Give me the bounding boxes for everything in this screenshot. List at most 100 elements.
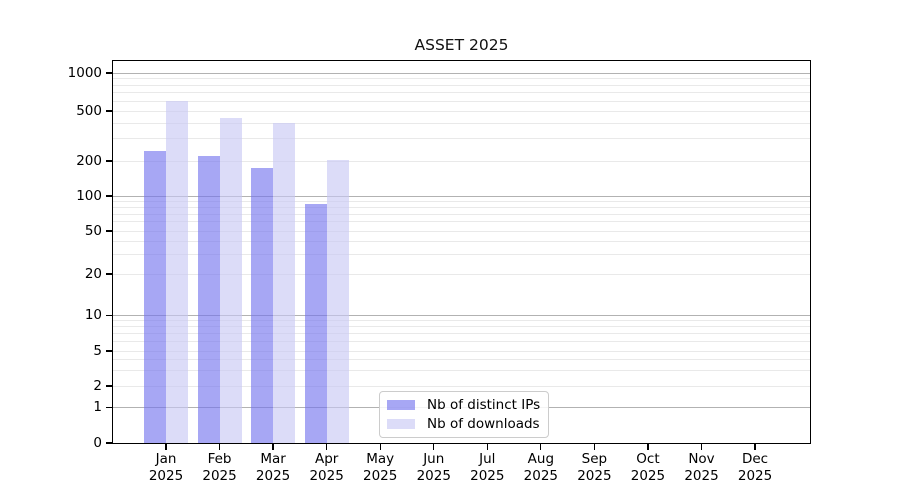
y-gridline-minor: [113, 385, 811, 387]
x-tick-label: Oct 2025: [616, 451, 680, 484]
y-tick: [106, 110, 113, 112]
x-tick-month: Jul: [479, 451, 496, 467]
y-tick: [106, 385, 113, 387]
y-gridline-minor: [113, 254, 811, 256]
x-tick-month: Jan: [155, 451, 177, 467]
y-tick-label: 20: [84, 265, 102, 282]
x-tick: [218, 443, 221, 450]
y-tick: [106, 72, 113, 74]
y-gridline-minor: [113, 122, 811, 124]
x-tick-label: Feb 2025: [188, 451, 252, 484]
x-tick-label: Aug 2025: [509, 451, 573, 484]
legend-label: Nb of distinct IPs: [427, 397, 541, 413]
x-tick: [540, 443, 542, 450]
y-tick-label: 10: [84, 307, 102, 323]
y-gridline-minor: [113, 359, 811, 361]
x-tick-month: Apr: [314, 451, 339, 467]
y-gridline-minor: [113, 100, 811, 102]
y-gridline-minor: [113, 206, 811, 208]
x-tick-label: Mar 2025: [241, 451, 305, 484]
y-gridline-minor: [113, 213, 811, 215]
x-tick-month: Mar: [260, 451, 286, 467]
y-tick: [106, 350, 113, 352]
bar-downloads: [326, 159, 349, 443]
x-tick-year: 2025: [148, 467, 184, 484]
bar-distinct-ips: [197, 155, 220, 443]
x-tick: [647, 443, 649, 450]
y-gridline-minor: [113, 110, 811, 112]
x-tick: [593, 443, 596, 450]
y-tick: [106, 230, 113, 232]
x-tick-year: 2025: [363, 467, 398, 484]
y-tick-label: 500: [76, 102, 102, 119]
x-tick: [272, 443, 274, 450]
x-tick-month: May: [366, 451, 395, 467]
x-tick: [486, 443, 488, 450]
y-gridline-minor: [113, 326, 811, 328]
x-tick-label: Jun 2025: [402, 451, 466, 484]
x-tick: [165, 443, 167, 450]
x-tick: [326, 443, 328, 450]
x-tick-label: Apr 2025: [295, 451, 359, 484]
bar-downloads: [273, 123, 296, 443]
x-tick-label: Nov 2025: [670, 451, 734, 484]
y-gridline-minor: [113, 273, 811, 275]
legend: Nb of distinct IPs Nb of downloads: [379, 391, 549, 438]
x-tick-year: 2025: [737, 467, 773, 484]
bar-distinct-ips: [144, 151, 166, 443]
y-gridline-minor: [113, 333, 811, 335]
x-tick-month: Sep: [581, 451, 608, 467]
legend-entry: Nb of distinct IPs: [387, 397, 548, 413]
chart-title: ASSET 2025: [414, 36, 509, 54]
y-tick-label: 1000: [67, 64, 102, 81]
x-tick-year: 2025: [255, 467, 291, 484]
legend-swatch-icon: [387, 419, 415, 429]
y-gridline-minor: [113, 84, 811, 86]
y-tick-label: 1: [93, 398, 102, 415]
x-tick-year: 2025: [577, 467, 612, 484]
legend-label: Nb of downloads: [427, 416, 540, 432]
y-tick: [106, 195, 113, 197]
y-gridline-minor: [113, 230, 811, 232]
x-tick-label: Jan 2025: [134, 451, 198, 484]
y-gridline-major: [113, 72, 811, 74]
y-gridline-minor: [113, 320, 811, 322]
x-tick: [379, 443, 381, 450]
y-gridline-minor: [113, 160, 811, 162]
legend-entry: Nb of downloads: [387, 416, 548, 432]
y-tick-label: 200: [76, 152, 102, 169]
y-tick: [106, 406, 113, 408]
y-gridline-minor: [113, 240, 811, 242]
x-tick-year: 2025: [470, 467, 505, 484]
x-tick-year: 2025: [309, 467, 344, 484]
y-tick: [106, 442, 113, 444]
y-tick-label: 5: [93, 342, 102, 359]
x-tick-month: Feb: [207, 451, 232, 467]
y-gridline-minor: [113, 341, 811, 343]
y-gridline-minor: [113, 138, 811, 140]
bar-distinct-ips: [251, 167, 274, 443]
y-tick: [106, 314, 113, 317]
x-tick-year: 2025: [684, 467, 719, 484]
y-tick-label: 100: [76, 187, 102, 204]
x-tick-label: Sep 2025: [562, 451, 626, 484]
y-gridline-minor: [113, 78, 811, 80]
x-tick: [754, 443, 756, 450]
x-tick-label: Dec 2025: [723, 451, 787, 484]
y-tick-label: 2: [93, 377, 102, 394]
y-gridline-minor: [113, 92, 811, 94]
x-tick-year: 2025: [523, 467, 559, 484]
y-gridline-minor: [113, 221, 811, 223]
y-gridline-major: [113, 315, 811, 316]
x-tick: [433, 443, 435, 450]
y-gridline-minor: [113, 200, 811, 202]
x-tick-year: 2025: [630, 467, 666, 484]
legend-swatch-icon: [387, 400, 415, 410]
y-tick-label: 50: [84, 222, 102, 239]
y-gridline-minor: [113, 370, 811, 371]
x-tick-label: Jul 2025: [455, 451, 519, 484]
y-tick-label: 0: [93, 434, 102, 451]
y-tick: [106, 273, 113, 275]
x-tick-month: Oct: [636, 451, 660, 467]
